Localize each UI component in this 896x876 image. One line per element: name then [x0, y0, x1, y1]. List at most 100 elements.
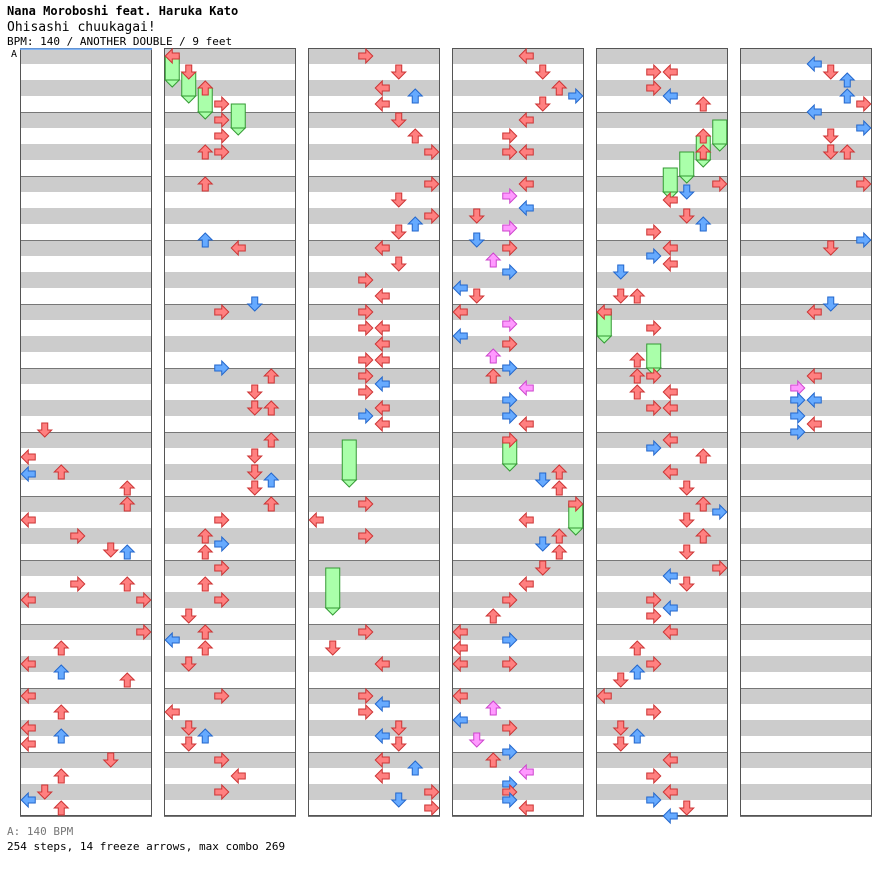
- beat-stripe: [740, 656, 872, 672]
- beat-stripe: [20, 240, 152, 256]
- step-arrow-up: [197, 80, 214, 96]
- step-arrow-up: [485, 752, 502, 768]
- beat-stripe: [740, 560, 872, 576]
- step-arrow-left: [374, 415, 390, 433]
- step-arrow-left: [662, 751, 678, 769]
- beat-stripe: [740, 272, 872, 288]
- step-arrow-left: [596, 687, 612, 705]
- step-arrow-right: [856, 175, 872, 193]
- beat-stripe: [20, 560, 152, 576]
- step-arrow-up: [197, 640, 214, 656]
- step-arrow-up: [407, 128, 424, 144]
- beat-stripe: [164, 80, 296, 96]
- step-arrow-up: [53, 728, 70, 744]
- step-arrow-up: [485, 252, 502, 268]
- beat-stripe: [596, 432, 728, 448]
- step-arrow-up: [695, 448, 712, 464]
- beat-stripe: [452, 240, 584, 256]
- beat-stripe: [308, 464, 440, 480]
- step-arrow-right: [358, 527, 374, 545]
- beat-stripe: [452, 528, 584, 544]
- beat-stripe: [164, 560, 296, 576]
- freeze-arrow-body: [662, 167, 678, 193]
- beat-stripe: [164, 240, 296, 256]
- step-arrow-up: [839, 72, 856, 88]
- step-arrow-left: [662, 463, 678, 481]
- step-arrow-down: [390, 792, 407, 808]
- step-arrow-right: [856, 119, 872, 137]
- step-arrow-right: [214, 687, 230, 705]
- step-arrow-right: [136, 623, 152, 641]
- step-arrow-down: [612, 720, 629, 736]
- beat-stripe: [596, 144, 728, 160]
- step-arrow-down: [534, 560, 551, 576]
- step-arrow-left: [452, 327, 468, 345]
- freeze-arrow-tail: [567, 527, 584, 536]
- step-arrow-right: [646, 63, 662, 81]
- beat-stripe: [164, 48, 296, 64]
- beat-stripe: [20, 80, 152, 96]
- step-arrow-up: [197, 624, 214, 640]
- freeze-arrow-tail: [678, 175, 695, 184]
- step-arrow-left: [662, 399, 678, 417]
- beat-stripe: [740, 208, 872, 224]
- beat-stripe: [596, 592, 728, 608]
- beat-stripe: [308, 272, 440, 288]
- beat-stripe: [20, 784, 152, 800]
- step-arrow-up: [629, 640, 646, 656]
- step-arrow-down: [822, 240, 839, 256]
- step-arrow-left: [662, 783, 678, 801]
- step-arrow-down: [534, 536, 551, 552]
- beat-stripe: [596, 560, 728, 576]
- step-arrow-up: [197, 144, 214, 160]
- step-arrow-right: [358, 47, 374, 65]
- step-arrow-right: [424, 207, 440, 225]
- beat-stripe: [740, 176, 872, 192]
- step-arrow-right: [358, 495, 374, 513]
- step-arrow-left: [662, 431, 678, 449]
- step-arrow-right: [358, 703, 374, 721]
- beat-stripe: [308, 48, 440, 64]
- beat-stripe: [20, 112, 152, 128]
- beat-stripe: [164, 528, 296, 544]
- step-arrow-right: [646, 439, 662, 457]
- step-arrow-left: [374, 239, 390, 257]
- beat-stripe: [308, 752, 440, 768]
- step-arrow-up: [119, 496, 136, 512]
- step-arrow-left: [518, 379, 534, 397]
- step-arrow-down: [246, 448, 263, 464]
- beat-stripe: [308, 144, 440, 160]
- step-arrow-left: [20, 465, 36, 483]
- step-arrow-up: [407, 760, 424, 776]
- step-arrow-left: [662, 599, 678, 617]
- beat-stripe: [20, 304, 152, 320]
- step-arrow-down: [822, 144, 839, 160]
- step-arrow-left: [452, 303, 468, 321]
- step-arrow-down: [678, 576, 695, 592]
- step-arrow-right: [502, 655, 518, 673]
- freeze-arrow-body: [712, 119, 728, 145]
- step-arrow-left: [518, 199, 534, 217]
- beat-stripe: [452, 496, 584, 512]
- beat-stripe: [308, 784, 440, 800]
- step-arrow-left: [164, 703, 180, 721]
- beat-stripe: [596, 656, 728, 672]
- beat-stripe: [20, 176, 152, 192]
- beat-stripe: [596, 400, 728, 416]
- beat-stripe: [20, 336, 152, 352]
- step-arrow-right: [646, 767, 662, 785]
- beat-stripe: [452, 720, 584, 736]
- freeze-arrow-body: [646, 343, 662, 369]
- step-arrow-right: [502, 743, 518, 761]
- step-arrow-down: [246, 480, 263, 496]
- beat-stripe: [740, 528, 872, 544]
- step-arrow-right: [424, 175, 440, 193]
- chart-stats: 254 steps, 14 freeze arrows, max combo 2…: [7, 840, 286, 853]
- beat-stripe: [596, 688, 728, 704]
- step-arrow-left: [374, 695, 390, 713]
- beat-stripe: [20, 144, 152, 160]
- step-arrow-down: [612, 264, 629, 280]
- step-arrow-right: [358, 319, 374, 337]
- step-arrow-down: [468, 732, 485, 748]
- step-arrow-right: [502, 719, 518, 737]
